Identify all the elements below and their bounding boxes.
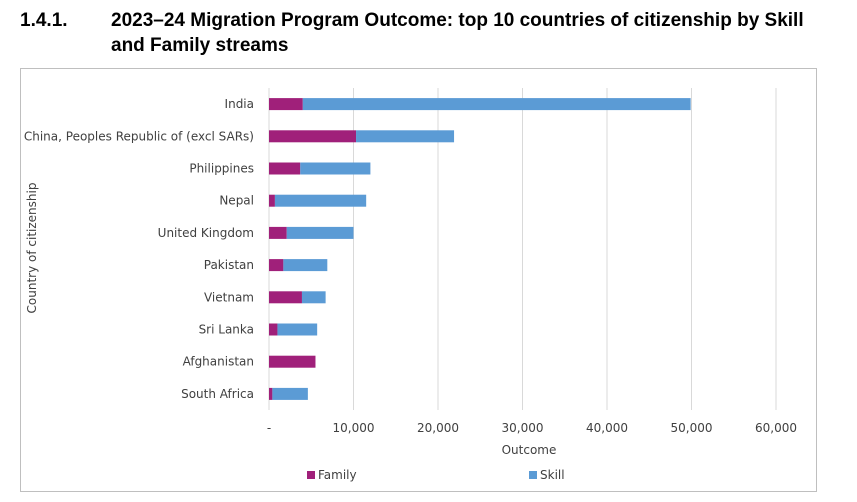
bar-family — [269, 162, 301, 175]
legend: Family Skill — [307, 468, 565, 482]
y-axis-title: Country of citizenship — [25, 183, 39, 314]
category-label: China, Peoples Republic of (excl SARs) — [24, 129, 254, 143]
category-label: Afghanistan — [183, 355, 254, 369]
legend-label-skill: Skill — [540, 468, 565, 482]
x-tick-label: 20,000 — [417, 421, 459, 435]
bar-family — [269, 130, 357, 143]
bar-family — [269, 323, 278, 336]
bar-family — [269, 387, 273, 400]
bar-family — [269, 259, 284, 272]
bar-skill — [277, 323, 318, 336]
bar-family — [269, 194, 275, 207]
x-axis-title: Outcome — [502, 443, 557, 457]
bar-skill — [274, 194, 367, 207]
bar-skill — [283, 259, 328, 272]
x-tick-labels: - 10,000 20,000 30,000 40,000 50,000 60,000 — [267, 421, 797, 435]
category-label: United Kingdom — [158, 226, 254, 240]
section-number: 1.4.1. — [20, 10, 68, 31]
x-tick-label: 40,000 — [586, 421, 628, 435]
x-tick-label: 50,000 — [671, 421, 713, 435]
bar-skill — [286, 226, 354, 239]
bar-family — [269, 355, 316, 368]
category-label: Philippines — [189, 162, 254, 176]
category-label: Sri Lanka — [199, 323, 254, 337]
category-label: Vietnam — [204, 290, 254, 304]
bars — [269, 98, 691, 400]
x-tick-label: 10,000 — [333, 421, 375, 435]
x-tick-label: 60,000 — [755, 421, 797, 435]
bar-skill — [300, 162, 371, 175]
legend-label-family: Family — [318, 468, 357, 482]
category-label: South Africa — [181, 387, 254, 401]
legend-swatch-skill — [529, 471, 537, 479]
bar-skill — [302, 98, 691, 111]
category-label: Pakistan — [204, 258, 254, 272]
chart-frame — [20, 68, 817, 492]
category-label: India — [225, 97, 254, 111]
category-label: Nepal — [219, 194, 254, 208]
bar-family — [269, 98, 303, 111]
legend-swatch-family — [307, 471, 315, 479]
category-labels: India China, Peoples Republic of (excl SA… — [24, 97, 254, 401]
bar-family — [269, 226, 287, 239]
bar-family — [269, 291, 302, 304]
chart-title: 2023–24 Migration Program Outcome: top 1… — [111, 10, 804, 56]
bar-skill — [301, 291, 326, 304]
x-tick-label: 30,000 — [502, 421, 544, 435]
bar-skill — [356, 130, 455, 143]
bar-skill — [272, 387, 308, 400]
x-tick-label: - — [267, 421, 271, 435]
